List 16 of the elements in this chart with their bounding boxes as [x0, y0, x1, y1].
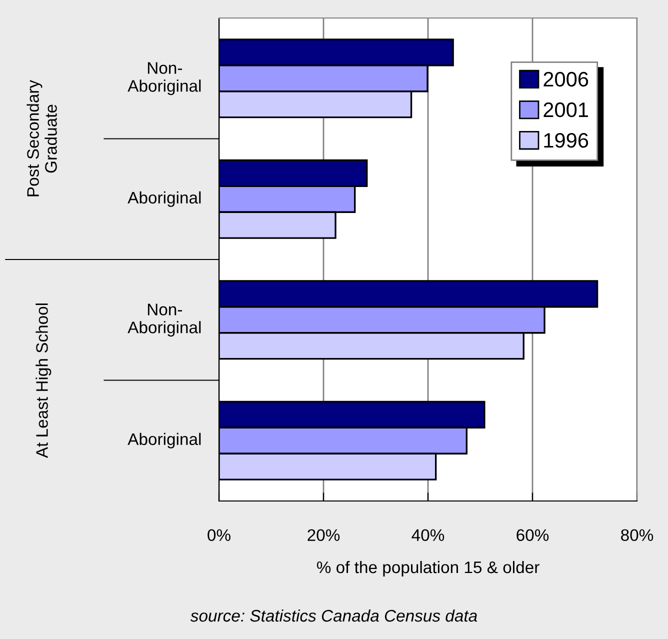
- x-tick-label: 0%: [208, 529, 230, 542]
- x-tick-label: 60%: [516, 529, 549, 542]
- text: Post Secondary Graduate: [26, 80, 57, 196]
- y-tick-label: Non- Aboriginal: [128, 304, 201, 337]
- legend-label: 1996: [544, 132, 588, 148]
- x-tick-label: 40%: [412, 529, 444, 542]
- x-axis-title: % of the population 15 & older: [316, 560, 540, 577]
- y-tick-label: Non- Aboriginal: [128, 62, 201, 96]
- text: At Least High School: [36, 304, 52, 458]
- legend-label: 2001: [544, 102, 588, 118]
- source-note: source: Statistics Canada Census data: [190, 609, 478, 622]
- x-tick-label: 20%: [308, 529, 340, 542]
- x-tick-label: 80%: [621, 529, 654, 542]
- legend-label: 2006: [544, 72, 588, 87]
- y-tick-label: Aboriginal: [128, 432, 201, 448]
- y-tick-label: Aboriginal: [128, 191, 201, 207]
